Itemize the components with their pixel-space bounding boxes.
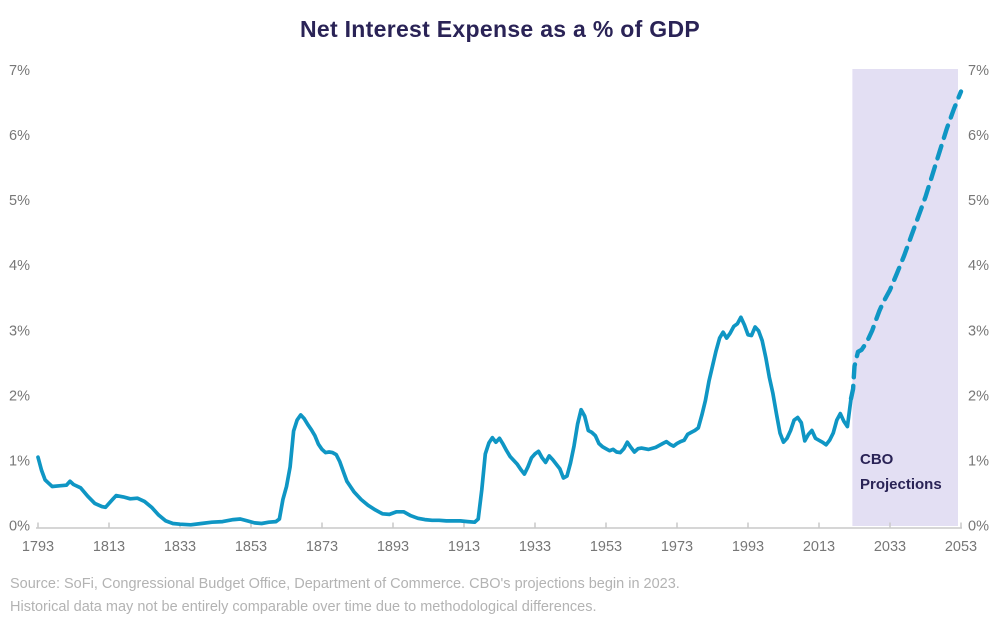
y-axis-label-right: 1% [968,453,989,469]
chart-title: Net Interest Expense as a % of GDP [299,16,701,42]
x-axis-label: 1833 [164,539,196,555]
y-axis-label-left: 4% [9,258,30,274]
y-axis-label-right: 0% [968,519,989,535]
x-axis-label: 1873 [306,539,338,555]
source-note-line1: Source: SoFi, Congressional Budget Offic… [10,576,680,592]
y-axis-label-left: 1% [9,453,30,469]
x-axis-label: 2033 [874,539,906,555]
cbo-projections-label-line2: Projections [860,476,942,493]
y-axis-label-right: 6% [968,128,989,144]
y-axis-label-right: 2% [968,388,989,404]
cbo-projections-label: CBO Projections [860,447,942,497]
historical-line [36,315,853,527]
y-axis-label-right: 3% [968,323,989,339]
x-axis-label: 1813 [93,539,125,555]
x-axis-label: 1933 [519,539,551,555]
x-axis-label: 1853 [235,539,267,555]
y-axis-label-right: 7% [968,63,989,79]
y-axis-label-left: 5% [9,193,30,209]
x-axis-label: 1973 [661,539,693,555]
y-axis-label-left: 0% [9,519,30,535]
y-axis-label-right: 4% [968,258,989,274]
y-axis-label-left: 7% [9,63,30,79]
cbo-projections-label-line1: CBO [860,451,894,468]
y-axis-label-left: 6% [9,128,30,144]
y-axis-label-right: 5% [968,193,989,209]
y-axis-label-left: 2% [9,388,30,404]
x-axis-label: 2053 [945,539,977,555]
source-note-line2: Historical data may not be entirely comp… [10,598,597,615]
x-axis-label: 1793 [22,539,54,555]
x-axis-label: 1993 [732,539,764,555]
x-axis-label: 2013 [803,539,835,555]
x-axis-label: 1953 [590,539,622,555]
x-axis-label: 1893 [377,539,409,555]
x-axis-label: 1913 [448,539,480,555]
y-axis-label-left: 3% [9,323,30,339]
source-note: Source: SoFi, Congressional Budget Offic… [10,573,970,618]
projection-line [848,89,964,401]
